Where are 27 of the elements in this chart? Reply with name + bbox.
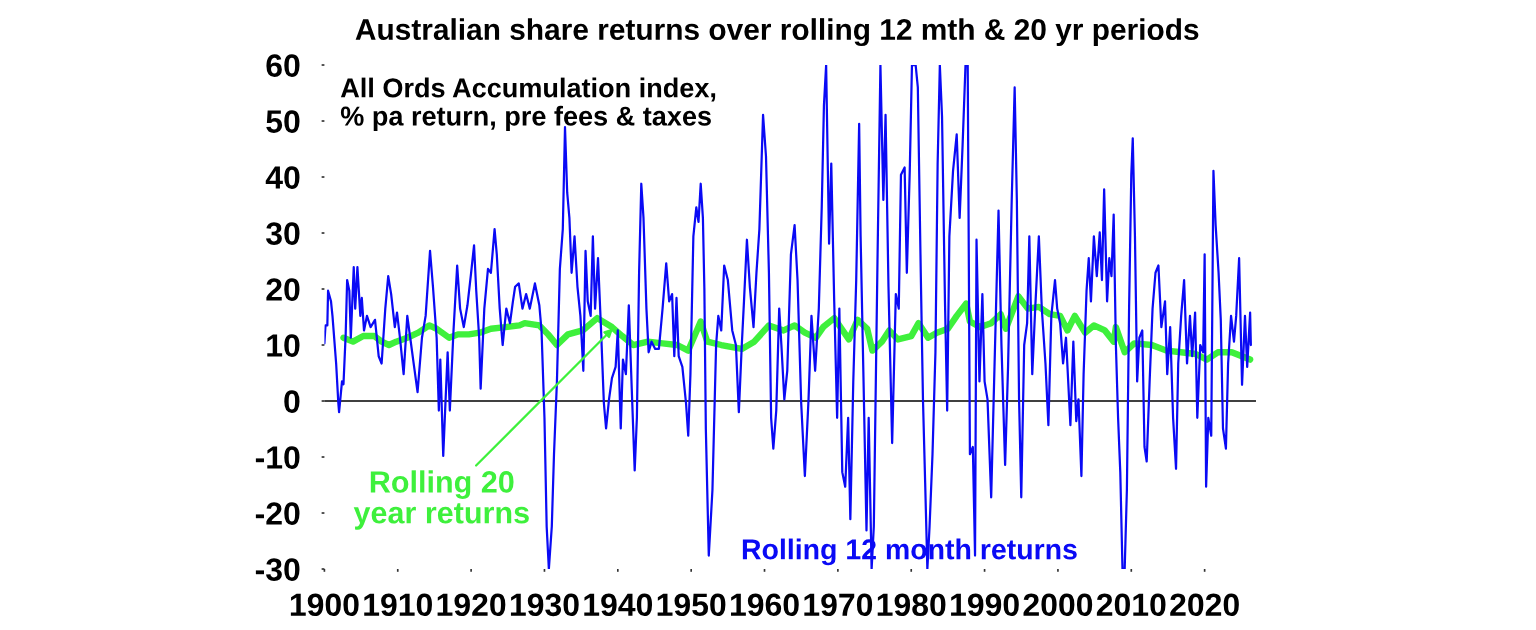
y-tick-label: 20 (266, 278, 300, 301)
x-tick-label: 1960 (731, 593, 799, 617)
y-tick-label: -30 (255, 558, 300, 581)
x-tick-label: 2000 (1023, 593, 1093, 617)
x-tick-label: 1990 (951, 593, 1019, 617)
x-tick-label: 2010 (1096, 593, 1166, 617)
y-tick-label: -10 (255, 446, 300, 469)
x-tick-label: 1900 (290, 593, 359, 617)
x-tick-label: 2020 (1170, 593, 1239, 617)
y-tick-label: 10 (267, 334, 300, 357)
text: Rolling 20 year returns (353, 470, 529, 530)
x-tick-label: 1930 (510, 593, 579, 617)
x-tick-label: 1940 (584, 593, 653, 617)
y-tick-label: 50 (266, 110, 300, 133)
chart-title: Australian share returns over rolling 12 mth & 20 yr periods (355, 18, 1199, 47)
y-tick-label: 40 (265, 166, 300, 189)
text: All Ords Accumulation index, % pa return, pre fees & taxes (340, 77, 716, 132)
y-tick-label: 60 (266, 54, 300, 77)
x-tick-label: 1950 (657, 593, 726, 617)
y-tick-label: 0 (284, 390, 300, 413)
y-tick-label: 30 (266, 222, 300, 245)
x-tick-label: 1980 (877, 593, 946, 617)
x-tick-label: 1970 (804, 593, 873, 617)
y-tick-label: -20 (255, 502, 300, 525)
x-tick-label: 1920 (437, 593, 506, 617)
line-series (324, 65, 1252, 570)
x-tick-label: 1910 (364, 593, 432, 617)
